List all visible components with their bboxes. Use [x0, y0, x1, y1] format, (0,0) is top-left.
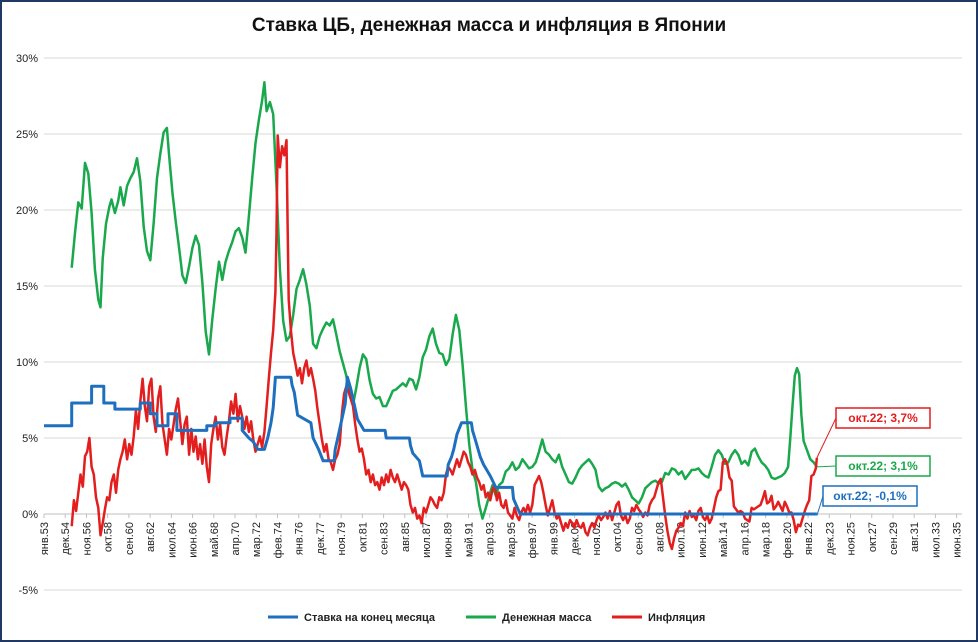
- x-tick-label: июл.87: [421, 522, 433, 558]
- y-tick-label: -5%: [18, 585, 38, 597]
- x-tick-label: май.14: [718, 522, 730, 557]
- x-tick-label: дек.77: [315, 522, 327, 555]
- annotations: окт.22; 3,7% окт.22; 3,1% окт.22; -0,1%: [816, 407, 931, 516]
- x-tick-label: ноя.79: [336, 522, 348, 555]
- x-tick-label: апр.16: [739, 522, 751, 555]
- legend: Ставка на конец месяца Денежная масса Инфл…: [268, 612, 705, 624]
- y-tick-label: 0%: [22, 509, 38, 521]
- series-line-0: [44, 375, 817, 516]
- x-tick-label: окт.58: [103, 522, 115, 552]
- legend-label: Денежная масса: [502, 612, 592, 624]
- x-tick-label: сен.60: [124, 522, 136, 555]
- y-tick-label: 5%: [22, 433, 38, 445]
- annotation-box: [835, 455, 931, 477]
- annotation-leader: [816, 465, 837, 468]
- x-tick-label: янв.76: [294, 522, 306, 555]
- y-tick-label: 10%: [16, 357, 38, 369]
- x-tick-label: сен.29: [888, 522, 900, 555]
- series-lines: [44, 81, 819, 551]
- annotation-leader: [816, 495, 824, 516]
- x-tick-label: май.91: [463, 522, 475, 557]
- x-tick-label: авг.31: [909, 522, 921, 552]
- grid-lines: [44, 57, 962, 591]
- annotation-box: [822, 485, 918, 507]
- x-tick-label: мар.18: [761, 522, 773, 557]
- y-tick-label: 30%: [16, 53, 38, 65]
- y-tick-label: 20%: [16, 205, 38, 217]
- x-tick-label: фев.74: [272, 522, 284, 558]
- x-tick-label: июл.33: [930, 522, 942, 558]
- x-tick-label: июн.35: [952, 522, 964, 558]
- x-tick-label: янв.22: [803, 522, 815, 555]
- x-tick-label: июл.10: [676, 522, 688, 558]
- annotation-label: окт.22; -0,1%: [833, 489, 907, 503]
- x-tick-label: ноя.25: [846, 522, 858, 555]
- x-tick-label: окт.04: [612, 522, 624, 552]
- x-tick-label: апр.70: [230, 522, 242, 555]
- x-tick-label: окт.81: [357, 522, 369, 552]
- x-tick-label: мар.72: [251, 522, 263, 557]
- x-tick-label: дек.00: [570, 522, 582, 555]
- x-tick-label: май.68: [209, 522, 221, 557]
- x-tick-label: апр.93: [485, 522, 497, 555]
- x-tick-label: ноя.56: [81, 522, 93, 555]
- x-tick-label: фев.20: [782, 522, 794, 558]
- chart-title: Ставка ЦБ, денежная масса и инфляция в Я…: [251, 15, 727, 36]
- x-tick-label: янв.99: [548, 522, 560, 555]
- x-tick-label: авг.85: [400, 522, 412, 552]
- x-tick-label: авг.08: [655, 522, 667, 552]
- x-tick-label: сен.83: [379, 522, 391, 555]
- x-axis-ticks: янв.53 дек.54 ноя.56 окт.58 сен.60 авг.62 июл.…: [39, 514, 964, 558]
- x-tick-label: июн.12: [697, 522, 709, 558]
- y-axis-ticks: -5% 0% 5% 10% 15% 20% 25% 30%: [16, 53, 38, 597]
- x-tick-label: авг.62: [145, 522, 157, 552]
- x-tick-label: июн.89: [442, 522, 454, 558]
- x-tick-label: сен.06: [633, 522, 645, 555]
- x-tick-label: окт.27: [867, 522, 879, 552]
- series-line-2: [70, 134, 819, 551]
- annotation-label: окт.22; 3,1%: [848, 459, 918, 473]
- x-tick-label: ноя.02: [591, 522, 603, 555]
- annotation-box: [835, 407, 931, 429]
- annotation-label: окт.22; 3,7%: [848, 411, 918, 425]
- legend-label: Инфляция: [648, 612, 705, 624]
- x-tick-label: июн.66: [188, 522, 200, 558]
- x-tick-label: дек.54: [60, 522, 72, 555]
- x-tick-label: дек.23: [824, 522, 836, 555]
- annotation-leader: [816, 417, 837, 458]
- x-tick-label: мар.95: [506, 522, 518, 557]
- y-tick-label: 25%: [16, 129, 38, 141]
- x-tick-label: янв.53: [39, 522, 51, 555]
- y-tick-label: 15%: [16, 281, 38, 293]
- x-tick-label: июл.64: [166, 522, 178, 558]
- x-tick-label: фев.97: [527, 522, 539, 558]
- series-line-1: [70, 81, 818, 520]
- legend-label: Ставка на конец месяца: [304, 612, 436, 624]
